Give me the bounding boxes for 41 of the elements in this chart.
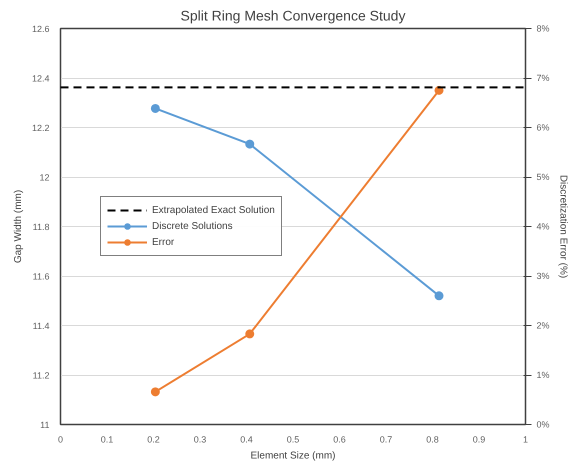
y-tick-label: 11.4	[32, 321, 50, 331]
y2-tick-label: 0%	[536, 420, 550, 430]
y-tick-label: 12.6	[32, 24, 50, 34]
x-tick-label: 0	[58, 434, 64, 444]
x-tick-label: 0.2	[147, 434, 160, 444]
y-tick-label: 12	[39, 172, 50, 182]
x-tick-label: 1	[522, 434, 528, 444]
y2-tick-label: 3%	[536, 271, 550, 281]
y-tick-label: 11.2	[32, 370, 50, 380]
y2-tick-label: 4%	[536, 222, 550, 232]
x-tick-label: 0.4	[240, 434, 253, 444]
x-axis-title: Element Size (mm)	[250, 450, 336, 462]
y-tick-label: 11	[40, 420, 50, 430]
y2-tick-label: 5%	[536, 172, 550, 182]
legend-label: Discrete Solutions	[152, 220, 233, 233]
y2-tick-label: 6%	[536, 122, 550, 132]
legend-label: Error	[152, 236, 174, 249]
y2-tick-label: 2%	[536, 320, 550, 330]
y-axis-title: Gap Width (mm)	[12, 190, 24, 264]
y2-tick-label: 8%	[536, 24, 550, 34]
y-tick-label: 12.2	[32, 123, 50, 133]
point	[245, 140, 254, 149]
y2-tick-label: 1%	[536, 370, 550, 380]
x-tick-label: 0.1	[100, 434, 114, 444]
x-tick-label: 0.6	[333, 434, 346, 444]
x-tick-label: 0.9	[472, 434, 486, 444]
point	[150, 387, 160, 396]
y-tick-label: 12.4	[32, 74, 50, 84]
point	[434, 291, 444, 300]
x-tick-label: 0.8	[426, 434, 439, 444]
y-tick-label: 11.6	[32, 272, 50, 282]
x-tick-label: 0.5	[286, 434, 300, 444]
point	[150, 104, 160, 113]
x-tick-label: 0.7	[380, 434, 392, 444]
legend-label: Extrapolated Exact Solution	[152, 204, 275, 217]
y2-tick-label: 7%	[536, 73, 550, 83]
y-tick-label: 11.8	[32, 222, 50, 232]
x-tick-label: 0.3	[194, 434, 206, 444]
chart-title: Split Ring Mesh Convergence Study	[180, 8, 406, 24]
y2-axis-title: Discretization Error (%)	[558, 174, 569, 278]
point	[245, 329, 254, 338]
